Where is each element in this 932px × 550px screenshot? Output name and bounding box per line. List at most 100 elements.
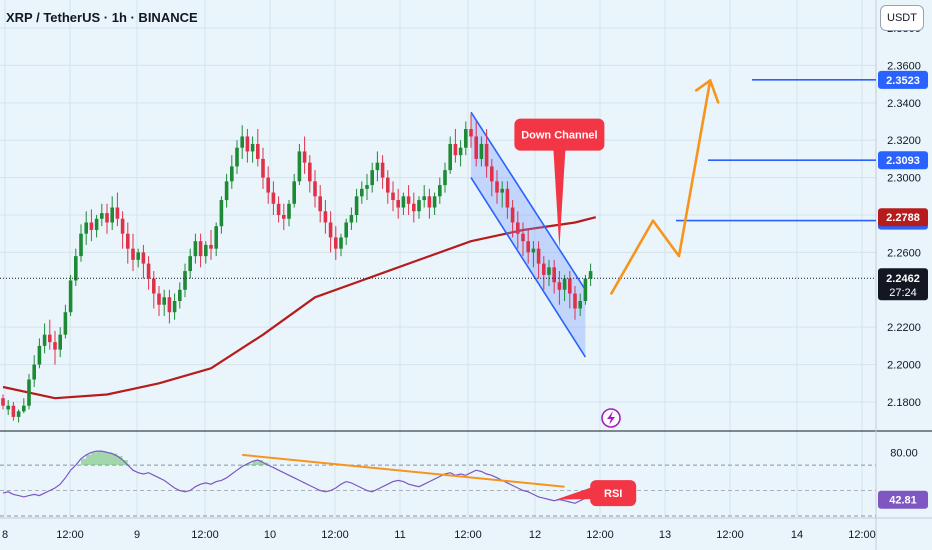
level-tag <box>878 70 928 89</box>
candle-body <box>68 280 73 313</box>
projection-line <box>610 79 712 295</box>
currency-button[interactable]: USDT <box>880 5 924 31</box>
time-tick-label: 14 <box>791 529 803 541</box>
price-tick-label: 2.3200 <box>887 135 921 147</box>
level-tag <box>878 151 928 170</box>
candle-body <box>32 364 36 380</box>
price-tick-label: 2.2000 <box>887 360 921 372</box>
candle-body <box>157 293 161 305</box>
time-axis[interactable]: 8 12:00 9 12:00 10 12:00 11 12:00 12 12:00 13 12:00… <box>0 517 932 541</box>
candle-body <box>74 256 78 281</box>
candle-body <box>365 185 369 189</box>
candle-body <box>521 233 525 242</box>
time-tick-label: 13 <box>659 529 671 541</box>
candle-body <box>464 129 468 148</box>
candle-body <box>115 207 120 219</box>
candle-body <box>266 177 270 193</box>
candle-body <box>188 256 192 272</box>
rsi-line <box>2 450 596 504</box>
time-tick-label: 12:00 <box>848 529 876 541</box>
candle-body <box>230 166 234 182</box>
time-tick-label: 12:00 <box>716 529 744 541</box>
candle-body <box>547 267 551 275</box>
down-channel-callout[interactable]: Down Channel <box>514 118 605 249</box>
projection-arrowhead <box>694 79 720 104</box>
candle-body <box>250 143 255 152</box>
candle-body <box>37 345 42 365</box>
candle-body <box>412 203 416 212</box>
price-axis[interactable]: 2.38002.36002.34002.32002.30002.28002.26… <box>878 23 928 511</box>
time-tick-label: 12:00 <box>321 529 349 541</box>
candle-body <box>131 248 135 260</box>
candle-body <box>178 289 182 301</box>
candle-body <box>53 342 57 350</box>
candle-body <box>105 213 109 223</box>
candle-body <box>573 293 577 309</box>
candle-body <box>292 181 296 204</box>
candle-body <box>427 196 432 208</box>
candle-body <box>380 162 385 178</box>
rsi-callout-pointer <box>556 487 593 500</box>
rsi-current-tag-label: 42.81 <box>889 495 917 507</box>
candle-body <box>448 143 452 171</box>
candle-body <box>495 181 499 193</box>
ma-price-tag-label: 2.2788 <box>886 212 920 224</box>
candle-body <box>172 301 177 313</box>
time-tick-label: 12 <box>529 529 541 541</box>
candle-body <box>484 143 489 167</box>
candle-body <box>219 200 224 227</box>
time-tick-label: 11 <box>394 529 405 541</box>
candle-body <box>354 196 359 215</box>
candle-body <box>443 170 447 186</box>
candle-body <box>120 218 125 234</box>
candle-body <box>240 136 244 148</box>
candle-body <box>235 147 239 167</box>
candle-body <box>256 143 260 159</box>
candle-body <box>48 334 52 343</box>
candle-body <box>568 278 572 294</box>
candle-body <box>27 379 31 406</box>
candle-body <box>94 218 99 230</box>
ma-price-tag <box>878 208 928 227</box>
candle-body <box>469 129 473 137</box>
candle-body <box>42 334 47 346</box>
last-price-tag <box>878 268 928 301</box>
candle-body <box>323 211 328 223</box>
rsi-overbought-fill <box>81 451 269 466</box>
callout-box <box>514 118 605 151</box>
price-tick-label: 2.3400 <box>887 98 921 110</box>
price-tick-label: 2.2200 <box>887 322 921 334</box>
candle-body <box>505 188 510 208</box>
candle-body <box>198 241 203 257</box>
rsi-callout-text: RSI <box>604 488 622 500</box>
time-tick-label: 8 <box>2 529 8 541</box>
candle-body <box>360 188 364 197</box>
candle-body <box>63 312 68 335</box>
candle-body <box>432 196 437 208</box>
candle-body <box>510 207 515 223</box>
price-tick-label: 2.3000 <box>887 173 921 185</box>
candle-body <box>313 181 317 197</box>
horizontal-levels[interactable] <box>0 79 876 279</box>
candle-body <box>16 411 21 417</box>
candle-body <box>287 203 291 219</box>
rsi-current-tag <box>878 490 928 509</box>
candle-body <box>302 151 307 163</box>
candle-body <box>193 241 198 257</box>
candle-body <box>516 222 520 234</box>
candle-body <box>490 166 494 182</box>
candle-body <box>308 162 312 182</box>
candle-body <box>276 203 281 215</box>
price-tick-label: 2.3600 <box>887 60 921 72</box>
candle-body <box>100 213 104 219</box>
candle-body <box>526 241 530 253</box>
flash-icon[interactable] <box>601 408 621 428</box>
candle-body <box>1 398 5 406</box>
candle-body <box>588 271 593 279</box>
projection-path[interactable] <box>610 79 720 295</box>
candle-body <box>375 162 380 171</box>
candle-body <box>562 278 567 290</box>
time-tick-label: 12:00 <box>454 529 482 541</box>
candle-body <box>578 301 582 309</box>
